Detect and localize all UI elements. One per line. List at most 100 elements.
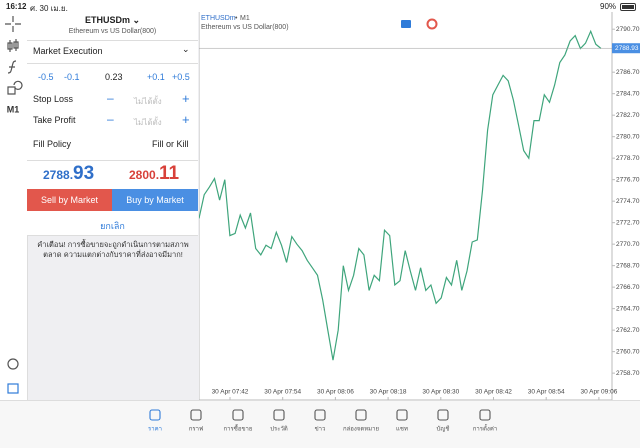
- y-tick-label: 2768.70: [616, 262, 640, 269]
- function-icon[interactable]: [7, 60, 17, 74]
- timeframe-button[interactable]: M1: [7, 104, 20, 114]
- tab-label[interactable]: ราคา: [148, 426, 162, 433]
- y-tick-label: 2764.70: [616, 305, 640, 312]
- bid-main: 2788.: [43, 168, 74, 182]
- x-tick-label: 30 Apr 09:06: [580, 389, 617, 396]
- minus-button[interactable]: –: [107, 91, 114, 105]
- current-price-box: [612, 43, 640, 54]
- current-price-label: 2788.93: [615, 45, 639, 52]
- x-tick-label: 30 Apr 08:54: [528, 389, 565, 396]
- y-tick-label: 2784.70: [616, 90, 640, 97]
- tabs: ราคา กราฟ การซื้อขาย ประวัติ ข่าว กล่องจดหมาย…: [148, 409, 497, 433]
- price-line: [199, 29, 602, 361]
- volume-step[interactable]: -0.5: [38, 72, 54, 82]
- x-tick-label: 30 Apr 07:42: [212, 389, 249, 396]
- tab-icon[interactable]: [479, 409, 491, 421]
- y-tick-label: 2762.70: [616, 327, 640, 334]
- chart-bullet: •: [235, 15, 238, 22]
- battery-icon: [620, 3, 636, 11]
- take-profit-input[interactable]: ไม่ได้ตั้ง: [134, 118, 162, 127]
- y-tick-label: 2774.70: [616, 198, 640, 205]
- chart: ETHUSDm • M1 Ethereum vs US Dollar(800) …: [199, 12, 640, 400]
- tab-icon[interactable]: [190, 409, 202, 421]
- cancel-button[interactable]: ยกเลิก: [100, 221, 125, 231]
- chart-timeframe: M1: [240, 15, 250, 22]
- x-tick-label: 30 Apr 08:42: [475, 389, 512, 396]
- volume-step[interactable]: +0.5: [172, 72, 190, 82]
- sync-icon[interactable]: [426, 18, 438, 30]
- volume[interactable]: 0.23: [105, 72, 123, 82]
- time: 16:12: [6, 2, 27, 11]
- symbol-description: Ethereum vs US Dollar(800): [68, 28, 157, 35]
- battery: 90%: [600, 2, 617, 11]
- tab-label[interactable]: แชท: [396, 426, 408, 433]
- y-tick-label: 2758.70: [616, 370, 640, 377]
- fill-policy-label: Fill Policy: [33, 139, 72, 149]
- plus-button[interactable]: +: [182, 91, 190, 106]
- buy-button[interactable]: Buy by Market: [112, 189, 198, 211]
- tab-label[interactable]: กล่องจดหมาย: [343, 426, 379, 433]
- symbol: ETHUSDm: [84, 15, 130, 25]
- x-tick-label: 30 Apr 08:18: [370, 389, 407, 396]
- y-tick-label: 2782.70: [616, 112, 640, 119]
- objects-icon[interactable]: [7, 80, 23, 95]
- y-tick-label: 2786.70: [616, 69, 640, 76]
- tab-icon[interactable]: [355, 409, 367, 421]
- tab-label[interactable]: ข่าว: [315, 426, 326, 433]
- bid-price: 2788.93: [43, 163, 94, 185]
- tab-icon[interactable]: [314, 409, 326, 421]
- fill-policy[interactable]: Fill or Kill: [152, 139, 189, 149]
- y-tick-label: 2790.70: [616, 26, 640, 33]
- tab-icon[interactable]: [273, 409, 285, 421]
- y-tick-label: 2766.70: [616, 284, 640, 291]
- volume-step[interactable]: -0.1: [64, 72, 80, 82]
- tab-icon[interactable]: [232, 409, 244, 421]
- dropdown-arrow: ⌄: [182, 44, 190, 54]
- tab-label[interactable]: การตั้งค่า: [473, 423, 497, 433]
- y-tick-label: 2778.70: [616, 155, 640, 162]
- x-tick-label: 30 Apr 08:30: [422, 389, 459, 396]
- stop-loss-input[interactable]: ไม่ได้ตั้ง: [134, 97, 162, 106]
- x-tick-label: 30 Apr 08:06: [317, 389, 354, 396]
- trade-icon[interactable]: [7, 383, 19, 394]
- stop-loss-label: Stop Loss: [33, 94, 74, 104]
- execution-type: Market Execution: [33, 46, 103, 56]
- ask-big: 11: [159, 163, 180, 184]
- ask-main: 2800.: [129, 168, 160, 182]
- y-tick-label: 2770.70: [616, 241, 640, 248]
- tab-label[interactable]: ประวัติ: [270, 426, 288, 433]
- tab-label[interactable]: บัญชี: [437, 425, 450, 433]
- date: ศ. 30 เม.ย.: [30, 4, 68, 13]
- bid-big: 93: [73, 163, 95, 184]
- y-tick-label: 2760.70: [616, 348, 640, 355]
- y-tick-label: 2772.70: [616, 219, 640, 226]
- volume-step[interactable]: +0.1: [147, 72, 165, 82]
- minus-button[interactable]: –: [107, 112, 114, 126]
- y-tick-label: 2776.70: [616, 176, 640, 183]
- crosshair-icon[interactable]: [5, 16, 21, 32]
- battery-level: [622, 5, 634, 9]
- symbol-selector[interactable]: ETHUSDm ⌄: [84, 15, 141, 25]
- plus-button[interactable]: +: [182, 112, 190, 127]
- ask-price: 2800.11: [129, 163, 179, 185]
- tab-bar: [0, 400, 640, 448]
- order-form: [27, 12, 198, 160]
- indicators-icon[interactable]: [7, 39, 19, 52]
- y-tick-label: 2780.70: [616, 133, 640, 140]
- tab-icon[interactable]: [396, 409, 408, 421]
- toolbar: M1: [5, 16, 23, 394]
- execution-row[interactable]: [27, 40, 198, 64]
- analysis-icon[interactable]: [7, 358, 19, 370]
- tab-icon[interactable]: [149, 409, 161, 421]
- warning: คำเตือน! การซื้อขายจะถูกดำเนินการตามสภาพ…: [37, 240, 189, 259]
- one-click-icon[interactable]: [401, 20, 411, 28]
- tab-label[interactable]: กราฟ: [189, 426, 203, 433]
- tab-label[interactable]: การซื้อขาย: [224, 423, 253, 433]
- cancel-row: [27, 211, 198, 236]
- price-row: [27, 160, 198, 189]
- chart-symbol: ETHUSDm: [201, 15, 236, 22]
- tab-icon[interactable]: [437, 409, 449, 421]
- take-profit-label: Take Profit: [33, 115, 76, 125]
- sell-button[interactable]: Sell by Market: [27, 189, 112, 211]
